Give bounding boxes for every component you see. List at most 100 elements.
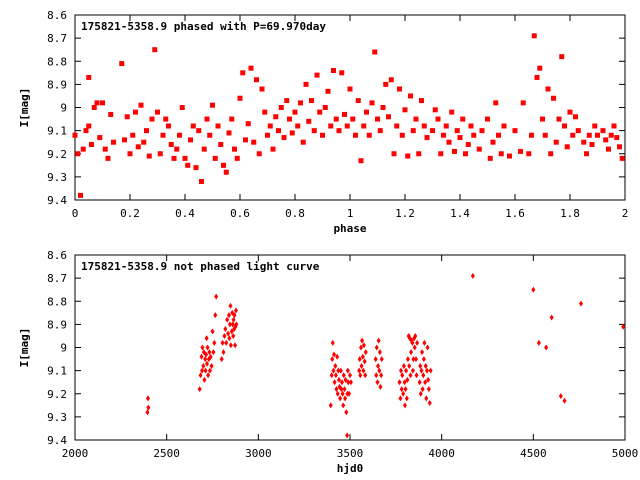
y-tick-label: 9 bbox=[60, 102, 67, 115]
data-point bbox=[211, 349, 216, 356]
data-point bbox=[595, 132, 600, 138]
data-point bbox=[322, 105, 328, 110]
data-point bbox=[402, 107, 408, 113]
data-point bbox=[544, 344, 549, 351]
data-point bbox=[361, 123, 367, 129]
data-point bbox=[229, 116, 235, 122]
data-point bbox=[206, 372, 211, 379]
data-point bbox=[501, 123, 507, 129]
data-point bbox=[209, 363, 214, 369]
data-point bbox=[171, 155, 177, 161]
data-point bbox=[375, 116, 380, 122]
data-point bbox=[86, 123, 92, 129]
data-point bbox=[589, 142, 595, 147]
data-point bbox=[223, 326, 228, 332]
data-point bbox=[344, 409, 349, 416]
data-point bbox=[400, 372, 405, 379]
data-point bbox=[419, 367, 424, 374]
data-point bbox=[562, 123, 567, 129]
data-point bbox=[190, 123, 196, 129]
data-point bbox=[336, 128, 342, 134]
data-points bbox=[72, 33, 625, 198]
data-point bbox=[331, 367, 336, 374]
data-point bbox=[234, 321, 239, 328]
data-point bbox=[536, 339, 541, 346]
data-point bbox=[344, 123, 350, 129]
data-point bbox=[145, 409, 150, 416]
y-tick-label: 9 bbox=[60, 342, 67, 355]
data-point bbox=[452, 148, 457, 154]
y-tick-label: 8.9 bbox=[47, 318, 67, 331]
data-point bbox=[72, 132, 78, 138]
data-point bbox=[227, 335, 232, 342]
data-point bbox=[94, 100, 100, 106]
data-point bbox=[460, 116, 466, 122]
data-point bbox=[414, 356, 418, 363]
data-point bbox=[411, 356, 416, 363]
data-point bbox=[102, 146, 108, 152]
data-point bbox=[199, 353, 204, 360]
data-point bbox=[359, 363, 364, 369]
data-point bbox=[388, 77, 394, 83]
data-point bbox=[281, 135, 287, 141]
data-point bbox=[490, 139, 496, 145]
data-point bbox=[245, 121, 251, 127]
y-tick-label: 8.9 bbox=[47, 78, 67, 91]
data-point bbox=[224, 339, 229, 346]
data-point bbox=[422, 339, 427, 346]
data-point bbox=[149, 116, 155, 122]
data-point bbox=[78, 192, 83, 198]
data-point bbox=[174, 146, 180, 152]
data-point bbox=[558, 393, 563, 400]
data-point bbox=[430, 128, 435, 134]
data-point bbox=[339, 379, 344, 386]
data-point bbox=[619, 155, 625, 161]
y-tick-label: 9.3 bbox=[47, 171, 67, 184]
x-axis-label: phase bbox=[333, 222, 366, 235]
data-point bbox=[210, 102, 215, 108]
data-point bbox=[335, 353, 340, 360]
data-point bbox=[476, 146, 482, 152]
data-point bbox=[207, 367, 212, 374]
data-point bbox=[203, 356, 208, 363]
data-point bbox=[130, 132, 136, 138]
data-point bbox=[358, 372, 363, 379]
data-point bbox=[449, 109, 455, 115]
data-point bbox=[168, 142, 174, 147]
data-point bbox=[343, 395, 348, 402]
data-point bbox=[152, 47, 158, 53]
data-point bbox=[423, 363, 428, 369]
data-point bbox=[425, 344, 430, 351]
data-point bbox=[600, 128, 606, 134]
data-point bbox=[534, 74, 540, 80]
data-point bbox=[226, 330, 231, 337]
data-point bbox=[421, 372, 426, 379]
data-point bbox=[564, 144, 570, 150]
chart-title: 175821-5358.9 phased with P=69.970day bbox=[81, 20, 326, 33]
data-point bbox=[331, 68, 336, 73]
data-point bbox=[339, 70, 345, 76]
data-point bbox=[185, 162, 191, 168]
data-point bbox=[182, 155, 188, 161]
data-point bbox=[603, 137, 609, 143]
data-point bbox=[487, 155, 493, 161]
data-point bbox=[228, 302, 233, 309]
data-point bbox=[358, 158, 364, 164]
data-point bbox=[233, 342, 238, 349]
data-point bbox=[401, 390, 406, 397]
data-point bbox=[328, 402, 333, 409]
data-point bbox=[408, 372, 413, 379]
data-point bbox=[198, 372, 203, 379]
y-tick-label: 8.6 bbox=[47, 9, 67, 22]
data-point bbox=[421, 356, 426, 363]
x-tick-label: 1 bbox=[347, 207, 354, 220]
data-point bbox=[309, 98, 314, 104]
x-tick-label: 2 bbox=[622, 207, 629, 220]
data-point bbox=[347, 390, 352, 397]
data-point bbox=[270, 146, 276, 152]
data-point bbox=[520, 100, 526, 106]
data-point bbox=[407, 363, 412, 369]
data-point bbox=[220, 339, 225, 346]
data-point bbox=[531, 286, 536, 293]
